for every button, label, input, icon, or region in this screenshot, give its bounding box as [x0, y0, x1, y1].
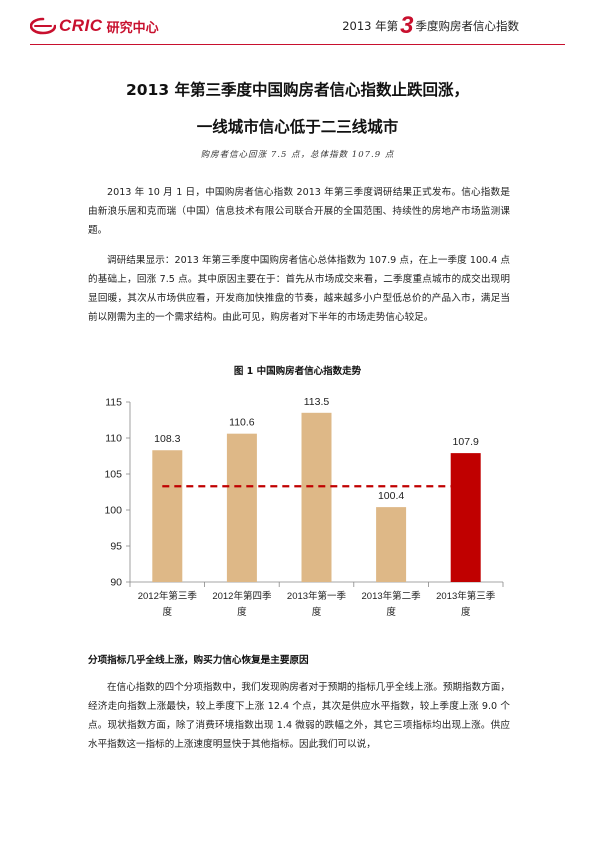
- header-divider: [30, 44, 565, 45]
- logo-subtitle: 研究中心: [106, 20, 159, 36]
- paragraph-subindex: 在信心指数的四个分项指数中，我们发现购房者对于预期的指标几乎全线上涨。预期指数方…: [88, 678, 510, 754]
- bar: [301, 412, 332, 582]
- bar-value-label: 110.6: [229, 417, 255, 429]
- x-tick-label-wrap: 度: [237, 606, 247, 618]
- cric-logo-icon: [30, 17, 56, 35]
- paragraph-results: 调研结果显示：2013 年第三季度中国购房者信心总体指数为 107.9 点，在上…: [88, 251, 510, 327]
- y-tick-label: 115: [105, 397, 122, 409]
- header-prefix: 2013 年第: [342, 19, 399, 33]
- y-tick-label: 105: [104, 469, 122, 481]
- paragraph-intro: 2013 年 10 月 1 日，中国购房者信心指数 2013 年第三季度调研结果…: [88, 183, 510, 240]
- y-tick-label: 95: [110, 541, 122, 553]
- bar-value-label: 113.5: [304, 396, 330, 408]
- header-suffix: 季度购房者信心指数: [415, 19, 520, 33]
- bar: [450, 453, 481, 582]
- confidence-index-chart: 9095100105110115108.32012年第三季度110.62012年…: [104, 396, 504, 618]
- x-tick-label: 2013年第三季: [436, 590, 496, 602]
- x-tick-label: 2013年第二季: [362, 590, 422, 602]
- x-tick-label: 2012年第三季: [138, 590, 198, 602]
- y-tick-label: 100: [104, 505, 122, 517]
- x-tick-label: 2013年第一季: [287, 590, 347, 602]
- page-subtitle: 购房者信心回涨 7.5 点，总体指数 107.9 点: [200, 150, 395, 160]
- figure-title: 图 1 中国购房者信心指数走势: [233, 366, 362, 377]
- x-tick-label-wrap: 度: [312, 606, 322, 618]
- bar: [376, 507, 407, 582]
- bar-value-label: 100.4: [378, 490, 404, 502]
- page-title-line1: 2013 年第三季度中国购房者信心指数止跌回涨，: [125, 81, 470, 99]
- bar: [152, 450, 183, 582]
- y-tick-label: 90: [110, 577, 122, 589]
- page-header: CRIC 研究中心 2013 年第 3 季度购房者信心指数: [0, 0, 595, 48]
- x-tick-label-wrap: 度: [163, 606, 173, 618]
- section-heading: 分项指标几乎全线上涨，购买力信心恢复是主要原因: [88, 655, 309, 666]
- page-title-line2: 一线城市信心低于二三线城市: [196, 118, 399, 136]
- bar-value-label: 107.9: [453, 436, 479, 448]
- y-tick-label: 110: [105, 433, 122, 445]
- logo-text: CRIC: [59, 16, 103, 35]
- paragraph-intro-text: 2013 年 10 月 1 日，中国购房者信心指数 2013 年第三季度调研结果…: [88, 187, 510, 236]
- x-tick-label-wrap: 度: [386, 606, 396, 618]
- bar: [226, 433, 257, 582]
- paragraph-results-text: 调研结果显示：2013 年第三季度中国购房者信心总体指数为 107.9 点，在上…: [88, 255, 510, 323]
- x-tick-label: 2012年第四季: [212, 590, 272, 602]
- x-tick-label-wrap: 度: [461, 606, 471, 618]
- paragraph-subindex-text: 在信心指数的四个分项指数中，我们发现购房者对于预期的指标几乎全线上涨。预期指数方…: [88, 682, 510, 750]
- header-quarter-number: 3: [400, 12, 414, 39]
- bar-value-label: 108.3: [154, 433, 180, 445]
- header-report-title: 2013 年第 3 季度购房者信心指数: [342, 12, 520, 39]
- cric-logo: CRIC 研究中心: [30, 14, 159, 38]
